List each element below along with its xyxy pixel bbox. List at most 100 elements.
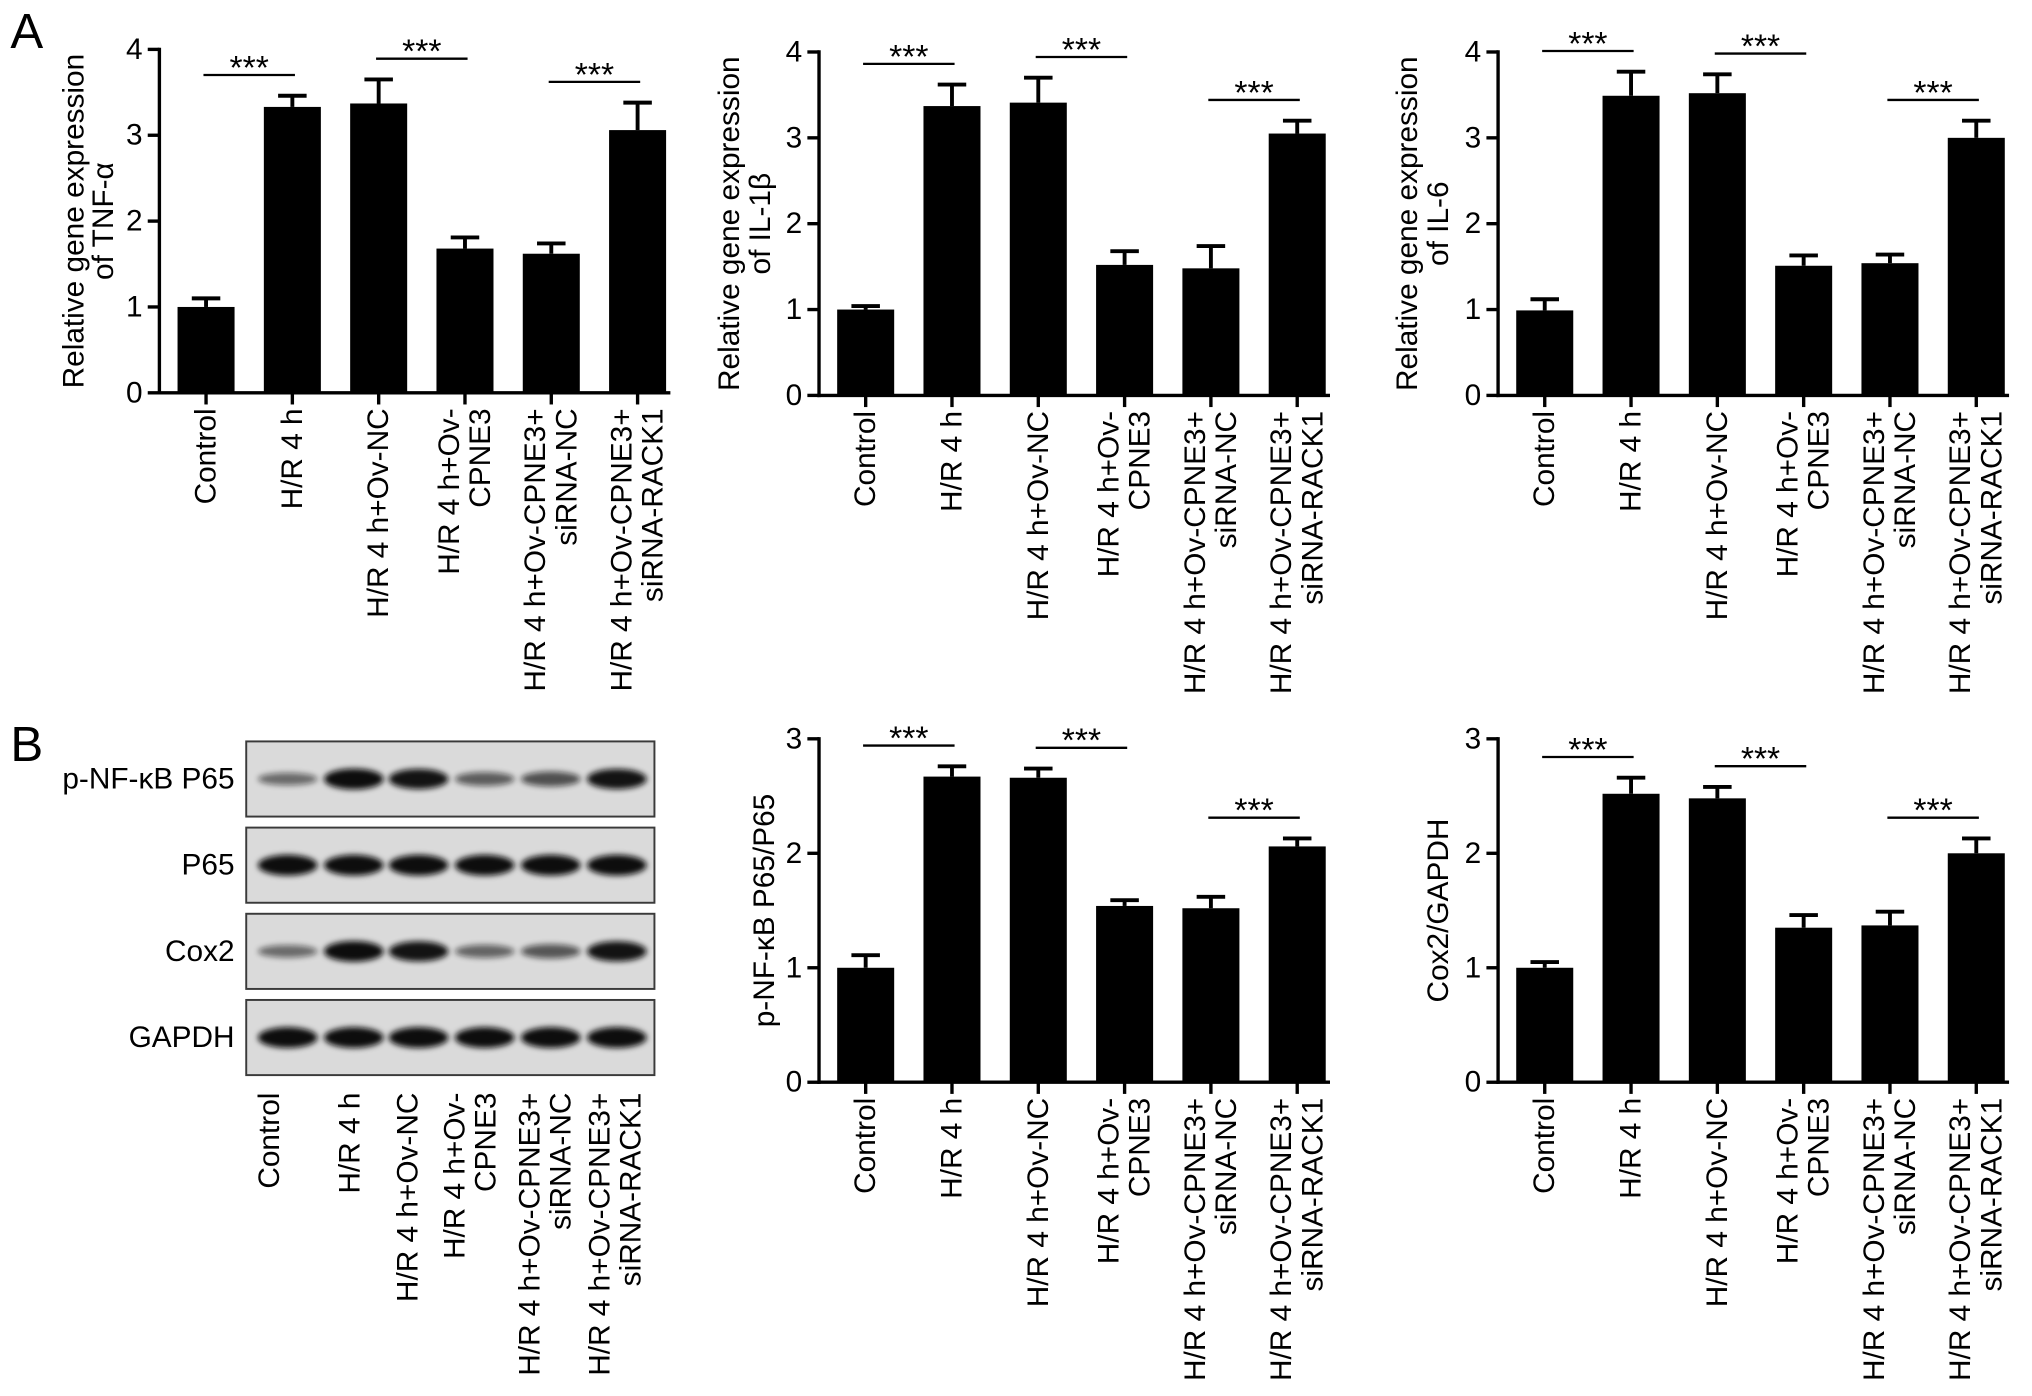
y-tick-label: 0 xyxy=(786,379,803,412)
y-axis-label: p-NF-κB P65/P65 xyxy=(748,794,781,1028)
category-label: siRNA-NC xyxy=(1889,411,1922,548)
category-label: CPNE3 xyxy=(1124,411,1157,510)
significance-label: *** xyxy=(1568,732,1607,769)
significance-bracket: *** xyxy=(1035,32,1128,69)
category-label: CPNE3 xyxy=(1803,1098,1836,1197)
blot-band xyxy=(454,944,515,958)
error-bar xyxy=(1530,297,1559,311)
error-bar xyxy=(1530,960,1559,968)
error-bar xyxy=(1789,913,1818,928)
blot-band xyxy=(257,1027,318,1048)
chart-p-nfkb-p65-ratio: p-NF-κB P65/P65 0 1 2 3 Control H/R 4 h H/R 4 h… xyxy=(748,720,1331,1381)
category-label: H/R 4 h+Ov-CPNE3+ xyxy=(606,408,639,691)
category-label: H/R 4 h+Ov-NC xyxy=(1022,1098,1055,1307)
blot-band xyxy=(257,854,318,876)
category-label: H/R 4 h+Ov-CPNE3+ xyxy=(1265,1098,1298,1381)
error-bar xyxy=(1962,118,1991,138)
bar xyxy=(1602,95,1660,396)
y-tick-label: 2 xyxy=(1465,207,1482,240)
bar xyxy=(1268,846,1326,1083)
blot-lane-label: siRNA-RACK1 xyxy=(615,1093,648,1287)
blot-row-label: p-NF-κB P65 xyxy=(62,762,234,795)
category-label: CPNE3 xyxy=(464,408,497,507)
y-axis-label: Relative gene expression xyxy=(1391,56,1424,391)
category-label: siRNA-NC xyxy=(550,408,583,545)
bar xyxy=(436,248,494,393)
category-label: H/R 4 h+Ov-NC xyxy=(1701,411,1734,620)
blot-band xyxy=(257,772,318,786)
error-bar xyxy=(364,77,393,104)
error-bar xyxy=(1789,253,1818,266)
significance-label: *** xyxy=(575,57,614,94)
blot-band xyxy=(587,854,647,876)
category-label: H/R 4 h+Ov-CPNE3+ xyxy=(1944,1098,1977,1381)
y-axis-label: of IL-6 xyxy=(1422,181,1455,265)
blot-row-label: Cox2 xyxy=(165,935,235,968)
bar xyxy=(1775,265,1833,396)
category-label: H/R 4 h+Ov- xyxy=(433,408,466,574)
panel-label-b: B xyxy=(10,717,43,772)
blot-lane-label: Control xyxy=(253,1093,286,1189)
significance-bracket: *** xyxy=(376,34,468,71)
bar xyxy=(837,309,895,396)
y-tick-label: 3 xyxy=(1465,722,1482,755)
error-bar xyxy=(278,93,307,107)
category-label: siRNA-RACK1 xyxy=(1975,1098,2008,1292)
y-tick-label: 0 xyxy=(786,1066,803,1099)
significance-label: *** xyxy=(1913,75,1952,112)
error-bar xyxy=(1196,244,1226,269)
error-bar xyxy=(537,241,566,254)
error-bar xyxy=(1703,72,1732,94)
significance-label: *** xyxy=(1234,75,1273,112)
bar xyxy=(609,130,667,393)
bar xyxy=(1516,967,1574,1083)
significance-bracket: *** xyxy=(863,39,955,76)
bar xyxy=(522,253,580,393)
blot-row: P65 xyxy=(182,826,656,904)
significance-bracket: *** xyxy=(1714,741,1807,778)
blot-band xyxy=(388,854,449,876)
y-axis-label: of TNF-α xyxy=(87,162,120,280)
error-bar xyxy=(1282,836,1312,847)
significance-bracket: *** xyxy=(1208,793,1300,830)
bar xyxy=(1096,264,1154,396)
category-label: siRNA-RACK1 xyxy=(637,408,670,602)
y-tick-label: 4 xyxy=(786,35,803,68)
blot-band xyxy=(520,854,581,876)
bar xyxy=(1861,263,1919,396)
bar xyxy=(1947,137,2005,396)
bar xyxy=(837,967,895,1083)
y-tick-label: 1 xyxy=(786,293,803,326)
y-tick-label: 1 xyxy=(126,290,143,323)
bar xyxy=(1688,798,1746,1083)
blot-row: GAPDH xyxy=(129,998,656,1077)
significance-label: *** xyxy=(889,720,928,757)
bar xyxy=(1947,853,2005,1083)
category-label: H/R 4 h+Ov-CPNE3+ xyxy=(1858,411,1891,694)
category-label: H/R 4 h xyxy=(276,408,309,509)
blot-band xyxy=(323,1027,384,1048)
y-tick-label: 3 xyxy=(1465,121,1482,154)
error-bar xyxy=(1616,775,1646,794)
panel-label-a: A xyxy=(10,4,43,59)
category-label: Control xyxy=(849,1098,882,1194)
category-label: siRNA-NC xyxy=(1889,1098,1922,1235)
bar xyxy=(1096,905,1154,1083)
blot-band xyxy=(323,768,384,790)
y-tick-label: 2 xyxy=(126,205,143,238)
significance-bracket: *** xyxy=(203,50,295,87)
y-tick-label: 1 xyxy=(1465,293,1482,326)
blot-band xyxy=(388,941,449,962)
blot-lane-label: CPNE3 xyxy=(469,1093,502,1192)
category-label: Control xyxy=(1528,1098,1561,1194)
y-tick-label: 3 xyxy=(126,119,143,152)
blot-band xyxy=(388,768,449,790)
y-axis-label: of IL-1β xyxy=(744,173,777,275)
blot-lane-label: H/R 4 h+Ov-CPNE3+ xyxy=(584,1093,617,1376)
blot-lane-label: H/R 4 h+Ov- xyxy=(438,1093,471,1259)
blot-band xyxy=(323,940,384,962)
bar xyxy=(1009,102,1067,396)
significance-label: *** xyxy=(1062,32,1101,69)
